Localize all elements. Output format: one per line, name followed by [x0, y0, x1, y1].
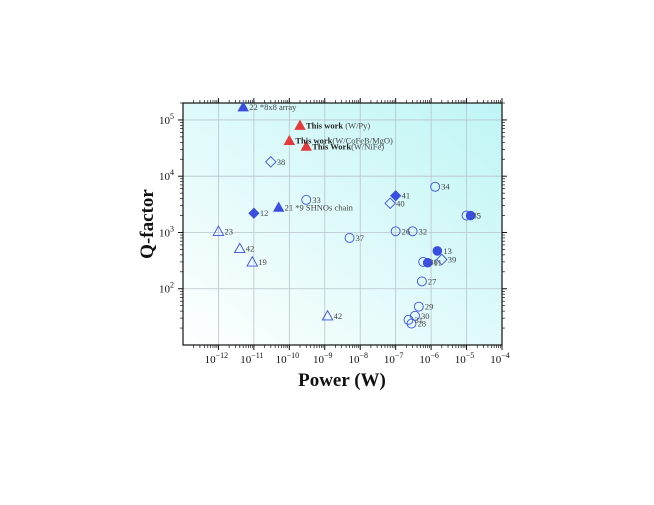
point-label: 39	[448, 255, 457, 265]
x-tick-label: 10−6	[419, 351, 439, 366]
x-tick-label: 10−11	[240, 351, 263, 366]
point-label: 22 *8x8 array	[249, 102, 297, 112]
y-tick-label: 103	[159, 224, 174, 239]
point-label: This Work(W/NiFe)	[312, 141, 384, 151]
y-tick-label: 102	[159, 281, 174, 296]
x-tick-label: 10−9	[313, 351, 333, 366]
point-label: 34	[441, 182, 450, 192]
point-label: 37	[356, 233, 365, 243]
circle-marker	[433, 246, 442, 255]
point-label: 33	[312, 195, 321, 205]
point-label: 38	[277, 157, 286, 167]
point-label: 28	[418, 319, 427, 329]
point-label: 42	[334, 311, 343, 321]
point-label: This work (W/Py)	[306, 120, 370, 130]
x-tick-label: 10−7	[384, 351, 404, 366]
x-tick-label: 10−10	[276, 351, 300, 366]
point-label: 27	[428, 276, 437, 286]
x-tick-label: 10−5	[455, 351, 475, 366]
point-label: 40	[396, 198, 405, 208]
y-axis-title: Q-factor	[137, 189, 158, 259]
point-label: 19	[258, 257, 267, 267]
y-tick-label: 105	[159, 112, 174, 127]
point-label: 26	[402, 226, 411, 236]
y-tick-label: 104	[159, 168, 174, 183]
x-tick-label: 10−8	[348, 351, 368, 366]
x-tick-label: 10−4	[490, 351, 510, 366]
point-label: 23	[224, 226, 233, 236]
y-tick-labels: 102 103 104 105	[159, 112, 174, 296]
x-axis-title: Power (W)	[298, 370, 386, 391]
point-label: 11	[434, 258, 442, 268]
point-label: 42	[246, 243, 255, 253]
point-label: 32	[419, 226, 428, 236]
point-label: 5	[477, 211, 481, 221]
point-label: 12	[260, 208, 269, 218]
x-tick-label: 10−12	[205, 351, 229, 366]
x-tick-labels: 10−12 10−11 10−10 10−9 10−8 10−7 10−6 10−5 10−4	[205, 351, 510, 366]
